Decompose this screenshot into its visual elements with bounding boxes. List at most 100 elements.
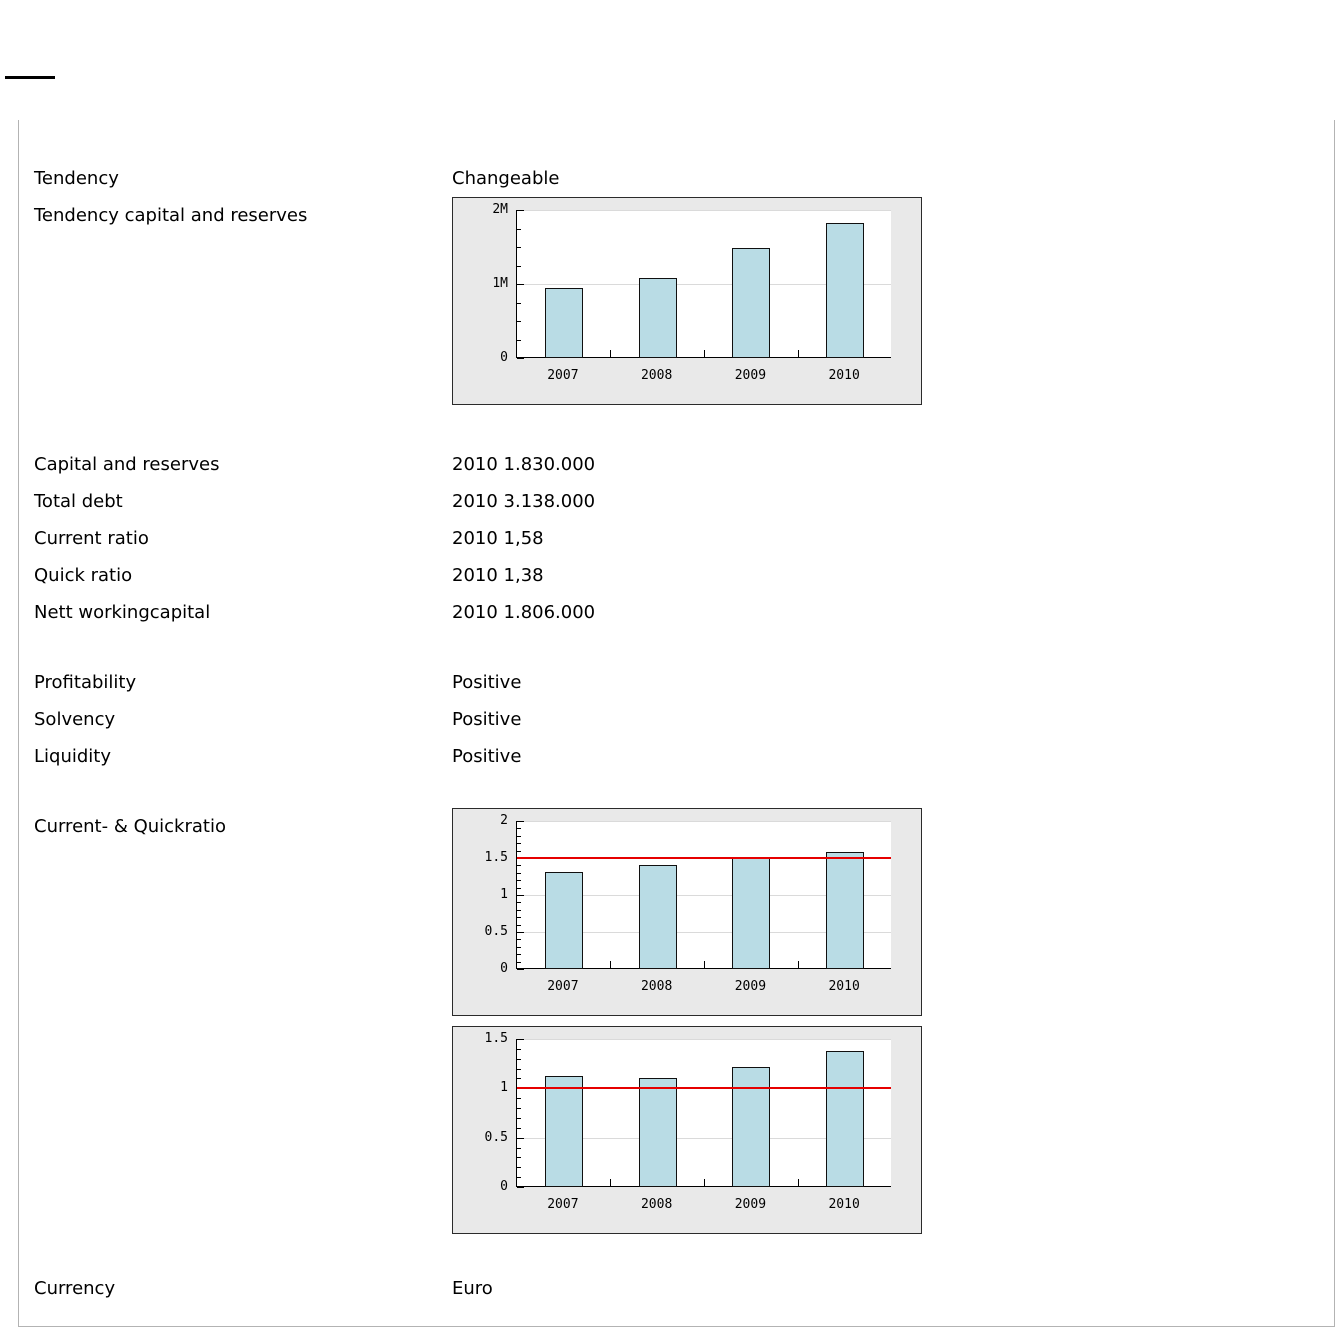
bar (544, 872, 583, 969)
y-axis-tick (517, 1078, 521, 1080)
gridline (517, 932, 891, 933)
y-axis-tick (517, 835, 521, 837)
field-row-current-ratio: Current ratio 2010 1,58 (34, 520, 1334, 557)
field-label: Currency (34, 1278, 116, 1299)
y-axis-tick (517, 1187, 524, 1188)
field-row-quick-ratio: Quick ratio 2010 1,38 (34, 557, 1334, 594)
field-label: Current ratio (34, 528, 149, 549)
field-row-ratio-charts: Current- & Quickratio 0 0.5 1 1.5 2 2007 2008 2… (34, 808, 1334, 1234)
y-axis-tick-label: 1 (500, 1080, 508, 1096)
y-axis-tick (517, 1068, 521, 1070)
field-label: Quick ratio (34, 565, 133, 586)
field-label: Profitability (34, 672, 137, 693)
field-label: Tendency (34, 168, 119, 189)
gridline (517, 284, 891, 285)
bar (638, 1078, 677, 1187)
y-axis-tick (517, 1098, 521, 1100)
field-row-tendency: Tendency Changeable (34, 160, 1334, 197)
y-axis-tick (517, 872, 521, 874)
x-axis-tick (797, 961, 799, 968)
current-ratio-chart: 0 0.5 1 1.5 2 2007 2008 2009 2010 (452, 808, 922, 1016)
gridline (517, 210, 891, 211)
y-axis-tick (517, 1167, 521, 1169)
y-axis-tick-label: 0.5 (484, 1129, 508, 1145)
y-axis-tick (517, 969, 524, 970)
x-axis-label: 2009 (734, 1197, 767, 1212)
x-axis-tick (610, 1179, 612, 1186)
field-row-tendency-chart: Tendency capital and reserves 0 1M 2M 2007 2… (34, 197, 1334, 405)
field-value: 2010 1,38 (452, 565, 544, 586)
field-value: Positive (452, 709, 522, 730)
field-label: Tendency capital and reserves (34, 205, 308, 226)
field-value: 2010 3.138.000 (452, 491, 596, 512)
y-axis-tick-label: 0 (500, 1179, 508, 1194)
y-axis-tick-label: 0 (500, 961, 508, 976)
y-axis-tick (517, 924, 521, 926)
quick-ratio-chart: 0 0.5 1 1.5 2007 2008 2009 2010 (452, 1026, 922, 1234)
bar (544, 1076, 583, 1187)
field-value: Euro (452, 1278, 493, 1299)
reference-line (517, 857, 891, 859)
field-row-capital-and-reserves: Capital and reserves 2010 1.830.000 (34, 446, 1334, 483)
report-panel: Tendency Changeable Tendency capital and… (18, 120, 1335, 1327)
y-axis-tick (517, 1127, 521, 1129)
y-axis-tick-label: 2M (492, 202, 508, 217)
reference-line (517, 1087, 891, 1090)
bar (732, 247, 771, 358)
y-axis-tick (517, 358, 524, 359)
x-axis-label: 2009 (734, 979, 767, 994)
x-axis-tick (610, 350, 612, 357)
y-axis-tick (517, 843, 521, 845)
bar (826, 222, 865, 358)
y-axis-tick (517, 265, 521, 267)
y-axis-tick (517, 1147, 521, 1149)
x-axis-label: 2008 (640, 1197, 673, 1212)
y-axis-tick (517, 1039, 524, 1040)
gridline (517, 821, 891, 822)
bar (732, 1066, 771, 1187)
y-axis-tick (517, 1137, 524, 1139)
bar (544, 287, 583, 358)
x-axis-label: 2008 (640, 979, 673, 994)
field-value: Changeable (452, 168, 560, 189)
field-label: Nett workingcapital (34, 602, 211, 623)
x-axis-label: 2008 (640, 368, 673, 383)
plot-area (516, 210, 891, 359)
y-axis-tick-label: 1.5 (484, 850, 508, 865)
y-axis-tick (517, 895, 524, 896)
y-axis-tick (517, 850, 521, 852)
x-axis-tick (797, 1179, 799, 1186)
field-value: Positive (452, 672, 522, 693)
plot-area (516, 1039, 891, 1188)
x-axis-tick (704, 350, 705, 357)
y-axis-tick (517, 946, 521, 948)
top-rule (5, 76, 55, 79)
y-axis-tick (517, 302, 521, 304)
y-axis-tick (517, 1108, 521, 1110)
x-axis-label: 2010 (828, 1197, 860, 1212)
y-axis-tick (517, 228, 521, 230)
x-axis-label: 2010 (828, 979, 860, 994)
y-axis-tick (517, 909, 521, 911)
bar (638, 278, 677, 358)
y-axis-tick (517, 1177, 521, 1179)
x-axis-label: 2007 (547, 1197, 579, 1212)
field-row-total-debt: Total debt 2010 3.138.000 (34, 483, 1334, 520)
field-label: Solvency (34, 709, 116, 730)
bar (638, 865, 677, 969)
y-axis-tick-label: 0.5 (484, 924, 508, 939)
plot-area (516, 821, 891, 970)
gridline (517, 1137, 891, 1139)
x-axis-label: 2010 (828, 368, 860, 383)
field-label: Total debt (34, 491, 123, 512)
field-row-nett-workingcapital: Nett workingcapital 2010 1.806.000 (34, 594, 1334, 631)
y-axis-tick (517, 880, 521, 882)
y-axis-tick (517, 821, 524, 822)
field-value: 2010 1,58 (452, 528, 544, 549)
field-label: Current- & Quickratio (34, 816, 226, 837)
y-axis-tick-label: 2 (500, 813, 508, 828)
y-axis-tick (517, 1157, 521, 1159)
bar (826, 1050, 865, 1187)
y-axis-tick (517, 887, 521, 889)
bar (732, 856, 771, 969)
